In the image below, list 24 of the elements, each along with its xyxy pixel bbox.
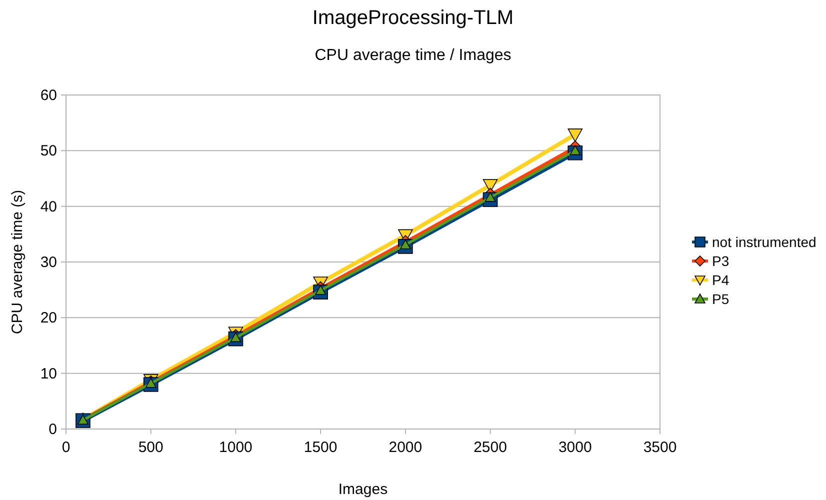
y-tick-label: 40 [40, 198, 57, 216]
x-tick-label: 3000 [558, 439, 592, 456]
chart-subtitle: CPU average time / Images [314, 47, 512, 64]
y-tick-label: 60 [40, 87, 57, 104]
y-tick-label: 10 [40, 365, 57, 382]
chart-title: ImageProcessing-TLM [312, 7, 514, 29]
x-tick-label: 1500 [304, 439, 338, 456]
point [568, 128, 583, 142]
x-tick-label: 0 [62, 439, 70, 456]
y-tick-label: 50 [40, 142, 57, 160]
x-tick-label: 500 [138, 439, 164, 456]
legend-label: P3 [712, 253, 730, 269]
legend-label: P5 [712, 291, 730, 307]
y-axis-title: CPU average time (s) [9, 190, 26, 334]
y-tick-label: 20 [40, 310, 57, 327]
x-tick-label: 2000 [388, 439, 422, 456]
x-tick-label: 2500 [474, 439, 507, 456]
legend-label: not instrumented [712, 234, 816, 250]
y-tick-label: 0 [48, 421, 57, 438]
x-axis-title: Images [338, 481, 388, 498]
legend-label: P4 [712, 272, 730, 288]
y-tick-label: 30 [40, 254, 57, 271]
x-tick-label: 3500 [643, 439, 677, 456]
x-tick-label: 1000 [219, 439, 252, 456]
